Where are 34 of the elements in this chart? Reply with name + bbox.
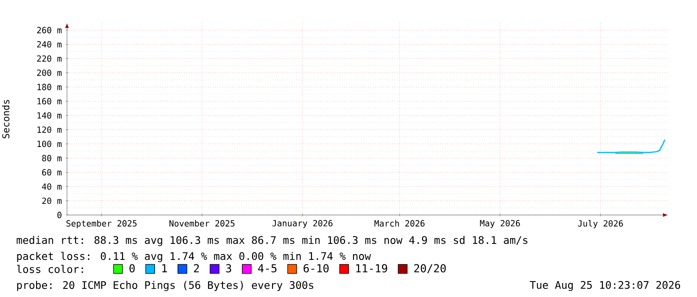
x-tick-label: September 2025 bbox=[66, 220, 137, 228]
text: probe: 20 ICMP Echo Pings (56 Bytes) every 300s bbox=[17, 280, 314, 292]
legend-label: 1 bbox=[162, 264, 167, 272]
y-tick-label: 260 m bbox=[37, 26, 62, 34]
text: packet loss: 0.11 % avg 1.74 % max 0.00 % min 1.74 % now bbox=[17, 252, 371, 262]
legend-label: 0 bbox=[130, 264, 135, 272]
y-tick-label: 120 m bbox=[38, 126, 62, 133]
y-tick-label: 80 m bbox=[42, 154, 62, 162]
x-tick-label: May 2026 bbox=[480, 220, 520, 228]
x-tick-label: July 2026 bbox=[578, 220, 623, 228]
x-tick-label: November 2025 bbox=[169, 220, 234, 227]
y-tick-label: 20 m bbox=[42, 198, 62, 204]
y-tick-label: 60 m bbox=[42, 169, 62, 176]
legend-label: 3 bbox=[226, 264, 232, 272]
legend-label: 11-19 bbox=[356, 264, 388, 272]
legend-label: 6-10 bbox=[304, 264, 329, 272]
x-tick-label: March 2026 bbox=[374, 220, 425, 227]
legend-label: 20/20 bbox=[414, 264, 446, 274]
y-tick-label: 240 m bbox=[37, 41, 62, 48]
legend-label: 4-5 bbox=[258, 264, 276, 272]
text: median rtt: 88.3 ms avg 106.3 ms max 86.7 ms min 106.3 ms now 4.9 ms sd 18.1 am/s bbox=[16, 236, 528, 246]
y-axis-title: Seconds bbox=[2, 100, 10, 138]
y-tick-label: 200 m bbox=[37, 70, 62, 76]
legend-title: loss color: bbox=[17, 264, 83, 274]
y-tick-label: 220 m bbox=[37, 55, 62, 62]
text: Tue Aug 25 10:23:07 2026 bbox=[530, 280, 680, 292]
y-tick-label: 100 m bbox=[38, 140, 62, 148]
y-tick-label: 180 m bbox=[38, 84, 62, 90]
y-tick-label: 140 m bbox=[38, 112, 62, 119]
y-tick-label: 160 m bbox=[38, 98, 62, 104]
y-tick-label: 40 m bbox=[42, 183, 62, 190]
x-tick-label: January 2026 bbox=[272, 220, 332, 228]
legend-label: 2 bbox=[194, 264, 199, 272]
y-tick-label: 0 bbox=[57, 212, 62, 218]
